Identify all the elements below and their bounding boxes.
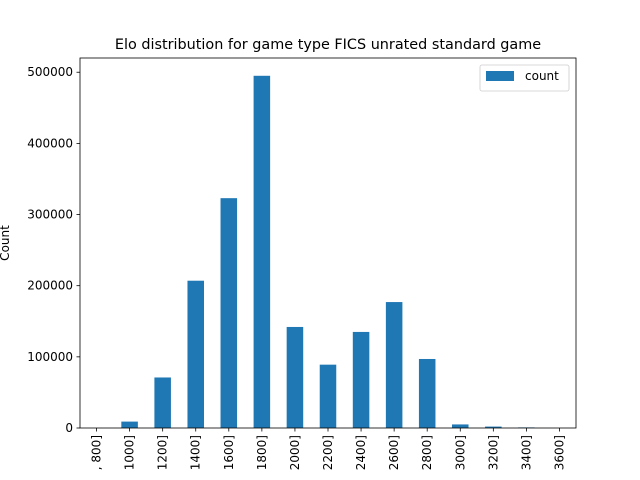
bar [220, 198, 238, 428]
x-tick-label: 2000] [288, 435, 302, 470]
bars-group [121, 75, 535, 428]
bar [319, 364, 337, 428]
x-tick-label: 1800] [255, 435, 269, 470]
chart-title: Elo distribution for game type FICS unra… [115, 37, 541, 53]
y-tick-label: 300000 [27, 208, 73, 222]
x-axis: , 800] 1000] 1200] 1400] 1600] 1800] 2000] 2200… [90, 428, 566, 470]
bar [253, 75, 271, 428]
bar [385, 302, 403, 428]
x-tick-label: 3200] [486, 435, 500, 470]
bar [452, 424, 469, 428]
legend: count [479, 64, 570, 92]
bar [352, 331, 370, 428]
y-tick-label: 400000 [27, 136, 73, 150]
bar [418, 358, 436, 428]
x-tick-label: 2200] [321, 435, 335, 470]
y-axis: 0 100000 200000 300000 400000 500000 [27, 65, 80, 435]
bar [187, 280, 204, 428]
y-tick-label: 200000 [27, 279, 73, 293]
x-tick-label: 3400] [519, 435, 533, 470]
bar [121, 421, 138, 428]
y-axis-label: Count [0, 225, 12, 261]
x-tick-label: 1200] [156, 435, 170, 470]
bar [286, 326, 304, 428]
x-tick-label: 2400] [354, 435, 368, 470]
x-tick-label: 3000] [453, 435, 467, 470]
x-tick-label: 1600] [222, 435, 236, 470]
x-tick-label: 1000] [123, 435, 137, 470]
y-tick-label: 0 [65, 421, 73, 435]
x-tick-label: 2600] [387, 435, 401, 470]
y-tick-label: 500000 [27, 65, 73, 79]
legend-label: count [525, 69, 559, 83]
legend-swatch [486, 71, 514, 81]
x-tick-label: 3600] [552, 435, 566, 470]
x-tick-label: 2800] [420, 435, 434, 470]
x-tick-label: 1400] [189, 435, 203, 470]
bar [485, 426, 502, 428]
bar [154, 377, 171, 428]
plot-frame [79, 57, 577, 429]
y-tick-label: 100000 [27, 350, 73, 364]
x-tick-label: , 800] [90, 435, 104, 470]
